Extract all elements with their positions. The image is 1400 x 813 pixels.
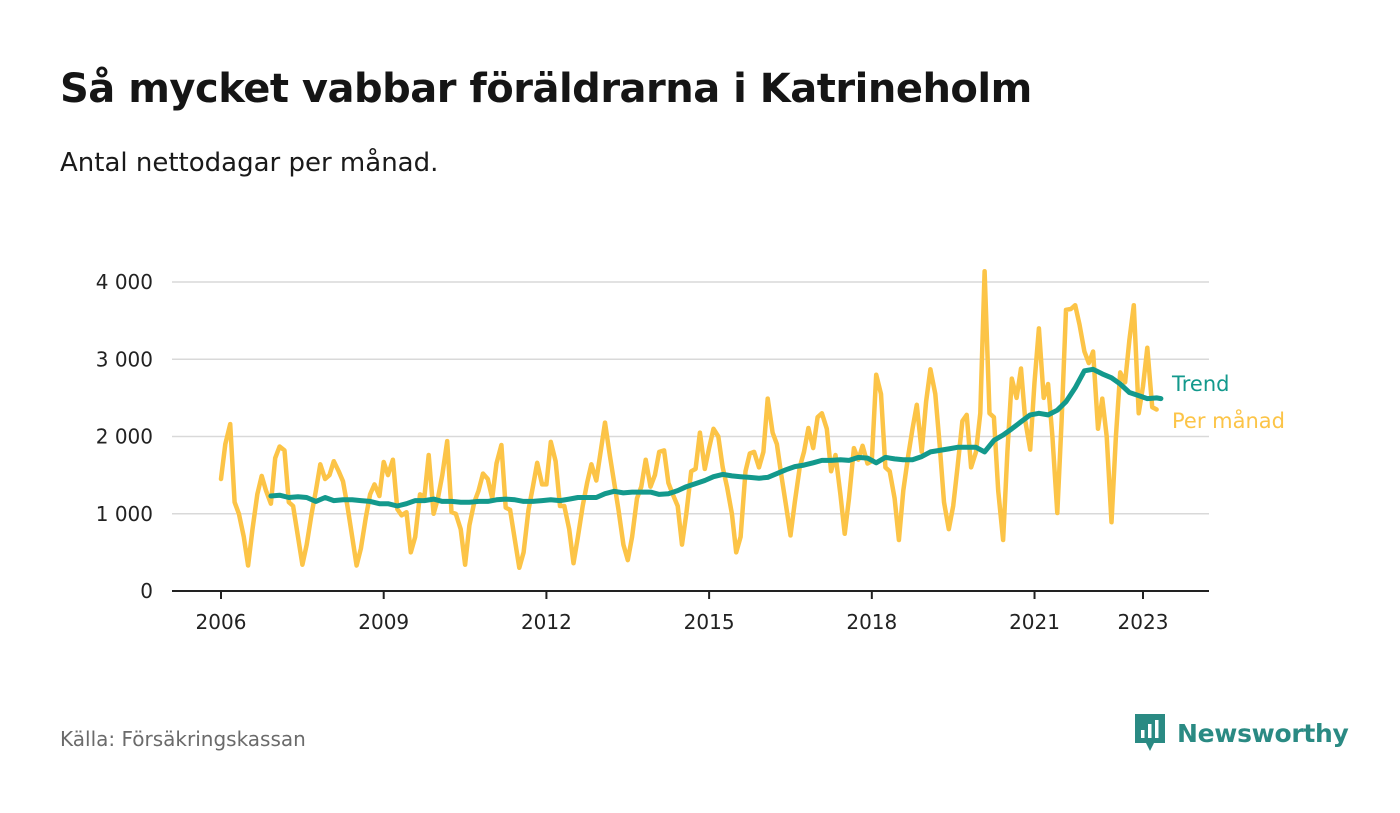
y-tick-label-4: 4 000 xyxy=(96,270,153,294)
newsworthy-logo-icon xyxy=(1135,714,1165,751)
series-labels: Per månad Trend xyxy=(1171,372,1285,433)
series-label-per-manad: Per månad xyxy=(1172,408,1285,433)
y-tick-label-0: 0 xyxy=(140,579,153,603)
y-axis-labels: 0 1 000 2 000 3 000 4 000 xyxy=(96,270,153,603)
x-tick-label-6: 2023 xyxy=(1118,610,1169,634)
y-tick-label-3: 3 000 xyxy=(96,347,153,371)
source-note: Källa: Försäkringskassan xyxy=(60,727,306,751)
brand-name: Newsworthy xyxy=(1177,718,1349,748)
x-tick-label-2: 2012 xyxy=(521,610,572,634)
x-tick-label-1: 2009 xyxy=(358,610,409,634)
series-lines xyxy=(218,268,1164,571)
series-label-trend: Trend xyxy=(1171,372,1229,396)
y-tick-label-2: 2 000 xyxy=(96,425,153,449)
x-tick-label-3: 2015 xyxy=(684,610,735,634)
series-line-per-manad xyxy=(218,268,1159,571)
brand-logo[interactable]: Newsworthy xyxy=(1133,712,1349,754)
page-subtitle: Antal nettodagar per månad. xyxy=(60,148,439,178)
x-tick-label-4: 2018 xyxy=(846,610,897,634)
x-tick-label-0: 2006 xyxy=(196,610,247,634)
y-tick-label-1: 1 000 xyxy=(96,502,153,526)
x-axis: 2006 2009 2012 2015 2018 2021 2023 xyxy=(172,590,1209,634)
x-tick-label-5: 2021 xyxy=(1009,610,1060,634)
page-title: Så mycket vabbar föräldrarna i Katrineho… xyxy=(60,66,1032,112)
series-line-trend xyxy=(268,366,1164,509)
